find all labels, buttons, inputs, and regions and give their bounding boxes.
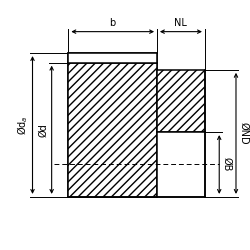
Text: b: b xyxy=(110,18,116,28)
Text: Ød: Ød xyxy=(39,123,49,137)
Polygon shape xyxy=(157,132,205,197)
Text: Ød$_a$: Ød$_a$ xyxy=(15,115,30,135)
Text: ØND: ØND xyxy=(239,122,249,145)
Text: ØB: ØB xyxy=(222,157,232,172)
Polygon shape xyxy=(157,70,205,132)
Polygon shape xyxy=(68,53,157,63)
Text: NL: NL xyxy=(174,18,187,28)
Polygon shape xyxy=(68,63,157,197)
